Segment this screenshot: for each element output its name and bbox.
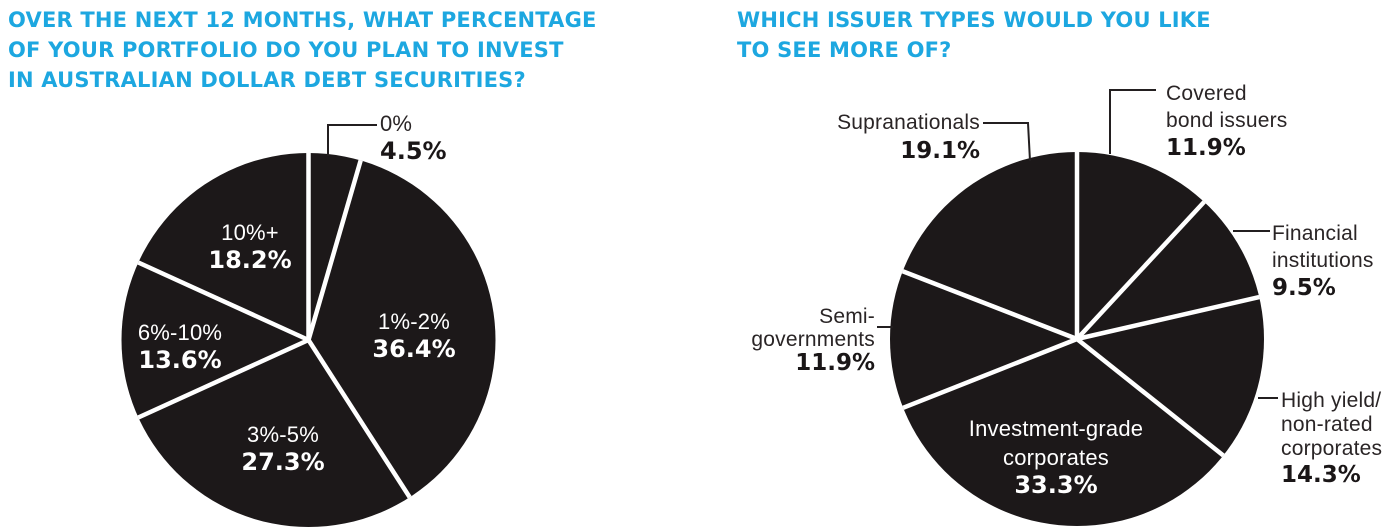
slice-value: 33.3% xyxy=(1014,471,1098,499)
slice-category: 0% xyxy=(380,111,413,136)
slice-label-10pct-plus: 10%+ 18.2% xyxy=(208,219,291,275)
slice-label-3-5pct: 3%-5% 27.3% xyxy=(241,421,324,477)
slice-divider xyxy=(902,336,1078,410)
slice-category: Supranationals xyxy=(837,111,980,134)
slice-category: corporates xyxy=(1281,437,1383,460)
slice-category: corporates xyxy=(1003,445,1109,470)
slice-divider xyxy=(901,269,1078,342)
slice-value: 11.9% xyxy=(795,350,875,376)
slice-value: 19.1% xyxy=(900,138,980,164)
callout-line xyxy=(983,122,1031,162)
slice-value: 4.5% xyxy=(380,137,447,165)
slice-category: Investment-grade xyxy=(968,416,1144,441)
slice-category: High yield/ xyxy=(1281,389,1382,412)
slice-category: non-rated xyxy=(1281,413,1373,436)
callout-line xyxy=(1109,89,1156,154)
slice-value: 18.2% xyxy=(208,246,292,274)
title-line: OF YOUR PORTFOLIO DO YOU PLAN TO INVEST xyxy=(8,38,564,62)
chart-title-portfolio: OVER THE NEXT 12 MONTHS, WHAT PERCENTAGE… xyxy=(8,5,597,95)
slice-label-1-2pct: 1%-2% 36.4% xyxy=(372,308,455,364)
slice-label-semi-governments: Semi- governments 11.9% xyxy=(725,305,875,376)
slice-category: governments xyxy=(751,328,875,351)
title-line: TO SEE MORE OF? xyxy=(737,38,952,62)
title-line: WHICH ISSUER TYPES WOULD YOU LIKE xyxy=(737,8,1211,32)
slice-divider xyxy=(1075,200,1206,341)
slice-divider xyxy=(1076,294,1260,342)
slice-category: bond issuers xyxy=(1166,109,1288,132)
slice-category: Financial xyxy=(1272,222,1358,245)
slice-divider xyxy=(137,337,310,420)
slice-label-0pct: 0% 4.5% xyxy=(380,110,447,166)
callout-line xyxy=(327,124,377,156)
slice-divider xyxy=(137,260,310,343)
slice-category: 6%-10% xyxy=(137,320,223,345)
title-line: IN AUSTRALIAN DOLLAR DEBT SECURITIES? xyxy=(8,68,526,92)
slice-label-high-yield: High yield/ non-rated corporates 14.3% xyxy=(1281,389,1382,489)
slice-value: 9.5% xyxy=(1272,275,1336,301)
slice-category: 1%-2% xyxy=(378,309,450,334)
slice-category: Covered xyxy=(1166,82,1247,105)
slice-value: 14.3% xyxy=(1281,462,1361,488)
slice-value: 27.3% xyxy=(241,448,325,476)
slice-label-supranationals: Supranationals 19.1% xyxy=(780,109,980,166)
slice-category: 10%+ xyxy=(221,220,279,245)
slice-label-covered-bond-issuers: Covered bond issuers 11.9% xyxy=(1166,80,1287,162)
slice-value: 13.6% xyxy=(138,346,222,374)
slice-divider xyxy=(306,338,412,499)
slice-category: institutions xyxy=(1272,249,1374,272)
slice-category: 3%-5% xyxy=(247,422,319,447)
slice-category: Semi- xyxy=(819,305,875,328)
slice-value: 11.9% xyxy=(1166,135,1246,161)
slice-divider xyxy=(1075,337,1225,458)
chart-title-issuer-types: WHICH ISSUER TYPES WOULD YOU LIKE TO SEE… xyxy=(737,5,1211,65)
slice-label-financial-institutions: Financial institutions 9.5% xyxy=(1272,220,1374,302)
slice-label-investment-grade: Investment-grade corporates 33.3% xyxy=(969,414,1143,499)
title-line: OVER THE NEXT 12 MONTHS, WHAT PERCENTAGE xyxy=(8,8,597,32)
slice-label-6-10pct: 6%-10% 13.6% xyxy=(138,319,222,375)
slice-value: 36.4% xyxy=(372,335,456,363)
slice-divider xyxy=(306,159,363,341)
